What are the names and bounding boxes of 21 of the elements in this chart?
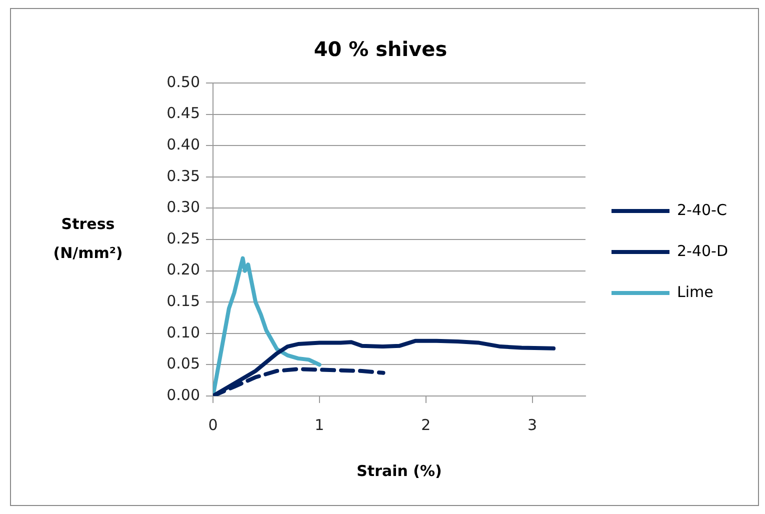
y-axis-title: Stress (N/mm²) — [53, 214, 123, 262]
y-tick-label: 0.25 — [166, 229, 200, 248]
x-tick-label: 0 — [208, 416, 218, 434]
x-tick-label: 2 — [421, 416, 431, 434]
chart-title: 40 % shives — [314, 37, 448, 62]
x-tick-label: 1 — [314, 416, 324, 434]
legend-label: 2-40-C — [676, 200, 727, 219]
y-tick-label: 0.05 — [166, 354, 200, 373]
y-tick-label: 0.45 — [166, 104, 200, 122]
y-tick-label: 0.40 — [166, 135, 200, 154]
y-tick-label: 0.30 — [166, 198, 200, 216]
y-tick-label: 0.00 — [166, 386, 200, 404]
y-tick-label: 0.10 — [166, 323, 200, 342]
x-axis-title: Strain (%) — [356, 462, 442, 480]
y-tick-label: 0.20 — [166, 260, 200, 279]
y-tick-label: 0.50 — [166, 72, 200, 91]
legend-label: 2-40-D — [676, 242, 728, 260]
y-tick-label: 0.35 — [166, 166, 200, 185]
legend-label: Lime — [676, 282, 714, 301]
x-tick-label: 3 — [528, 416, 538, 434]
y-tick-label: 0.15 — [166, 292, 200, 310]
